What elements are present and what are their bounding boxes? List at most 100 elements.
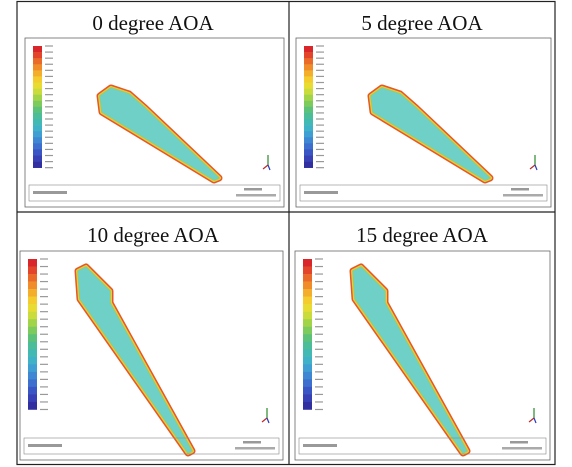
contour-image xyxy=(294,250,551,461)
axis-icon xyxy=(534,164,538,171)
colorbar-band xyxy=(28,304,37,312)
colorbar-band xyxy=(33,143,42,150)
footer-box xyxy=(299,184,548,202)
colorbar-band xyxy=(28,364,37,373)
colorbar-band xyxy=(28,289,37,297)
axis-icon xyxy=(529,164,536,170)
colorbar-band xyxy=(28,379,37,388)
colorbar-band xyxy=(303,394,312,403)
image-frame xyxy=(294,250,551,461)
footer-box xyxy=(23,437,280,455)
colorbar-band xyxy=(33,131,42,138)
colorbar-band xyxy=(28,281,37,290)
axis-icon xyxy=(261,417,268,423)
colorbar-band xyxy=(304,161,313,168)
colorbar-band xyxy=(33,161,42,168)
contour-image xyxy=(24,37,285,208)
colorbar-band xyxy=(33,52,42,59)
footer-text-placeholder xyxy=(33,191,67,194)
colorbar-band xyxy=(303,281,312,290)
colorbar-band xyxy=(304,64,313,71)
colorbar-band xyxy=(304,100,313,108)
colorbar-band xyxy=(303,296,312,305)
colorbar-band xyxy=(33,137,42,144)
colorbar-band xyxy=(28,386,37,395)
colorbar-band xyxy=(303,356,312,365)
colorbar-band xyxy=(304,143,313,150)
colorbar-band xyxy=(304,70,313,77)
colorbar-band xyxy=(28,371,37,380)
footer-text-placeholder xyxy=(244,188,262,191)
colorbar-band xyxy=(33,82,42,89)
colorbar-band xyxy=(28,311,37,320)
colorbar-band xyxy=(303,311,312,320)
cell-title: 15 degree AOA xyxy=(356,223,489,247)
colorbar-band xyxy=(33,76,42,83)
colorbar-band xyxy=(304,46,313,53)
colorbar-band xyxy=(304,76,313,83)
colorbar-band xyxy=(303,266,312,275)
colorbar-band xyxy=(304,125,313,132)
colorbar-band xyxy=(28,274,37,282)
colorbar-band xyxy=(33,155,42,162)
colorbar-band xyxy=(304,112,313,120)
colorbar-band xyxy=(28,326,37,335)
colorbar-band xyxy=(28,356,37,365)
colorbar-band xyxy=(33,64,42,71)
footer-text-placeholder xyxy=(236,194,276,197)
footer-text-placeholder xyxy=(28,444,62,447)
footer-text-placeholder xyxy=(510,441,528,444)
axis-icon xyxy=(262,164,269,170)
colorbar-band xyxy=(303,304,312,312)
footer-text-placeholder xyxy=(303,444,337,447)
cell-title: 10 degree AOA xyxy=(87,223,220,247)
colorbar-band xyxy=(304,131,313,138)
colorbar-band xyxy=(28,341,37,350)
colorbar-band xyxy=(303,319,312,328)
wing-contour xyxy=(100,88,219,180)
colorbar-band xyxy=(33,94,42,102)
footer-box xyxy=(298,437,547,455)
colorbar-band xyxy=(304,52,313,59)
colorbar-band xyxy=(304,106,313,114)
colorbar-band xyxy=(304,137,313,144)
wing-contour xyxy=(353,267,467,453)
table-border xyxy=(16,0,556,466)
colorbar-band xyxy=(28,401,37,410)
axis-icon xyxy=(267,164,271,171)
colorbar-band xyxy=(303,364,312,373)
axis-icon xyxy=(533,417,537,424)
colorbar-band xyxy=(304,58,313,65)
colorbar-band xyxy=(28,319,37,328)
colorbar-band xyxy=(33,88,42,95)
colorbar-band xyxy=(33,106,42,114)
colorbar-band xyxy=(303,334,312,343)
colorbar-band xyxy=(303,401,312,410)
wing-contour xyxy=(78,267,192,453)
colorbar-band xyxy=(28,296,37,305)
colorbar-band xyxy=(303,371,312,380)
colorbar-band xyxy=(33,100,42,108)
colorbar-band xyxy=(33,70,42,77)
colorbar-band xyxy=(303,379,312,388)
colorbar-band xyxy=(33,119,42,126)
colorbar-band xyxy=(28,266,37,275)
colorbar-band xyxy=(33,46,42,53)
footer-text-placeholder xyxy=(243,441,261,444)
colorbar-band xyxy=(33,149,42,156)
footer-text-placeholder xyxy=(502,447,542,450)
colorbar-band xyxy=(303,289,312,297)
contour-image xyxy=(295,37,552,208)
colorbar-band xyxy=(304,88,313,95)
footer-text-placeholder xyxy=(235,447,275,450)
footer-text-placeholder xyxy=(503,194,543,197)
colorbar-band xyxy=(28,394,37,403)
colorbar-band xyxy=(304,82,313,89)
colorbar-band xyxy=(303,386,312,395)
cell-title: 5 degree AOA xyxy=(361,11,483,35)
colorbar-band xyxy=(28,334,37,343)
footer-text-placeholder xyxy=(511,188,529,191)
colorbar-band xyxy=(33,58,42,65)
colorbar-band xyxy=(304,149,313,156)
